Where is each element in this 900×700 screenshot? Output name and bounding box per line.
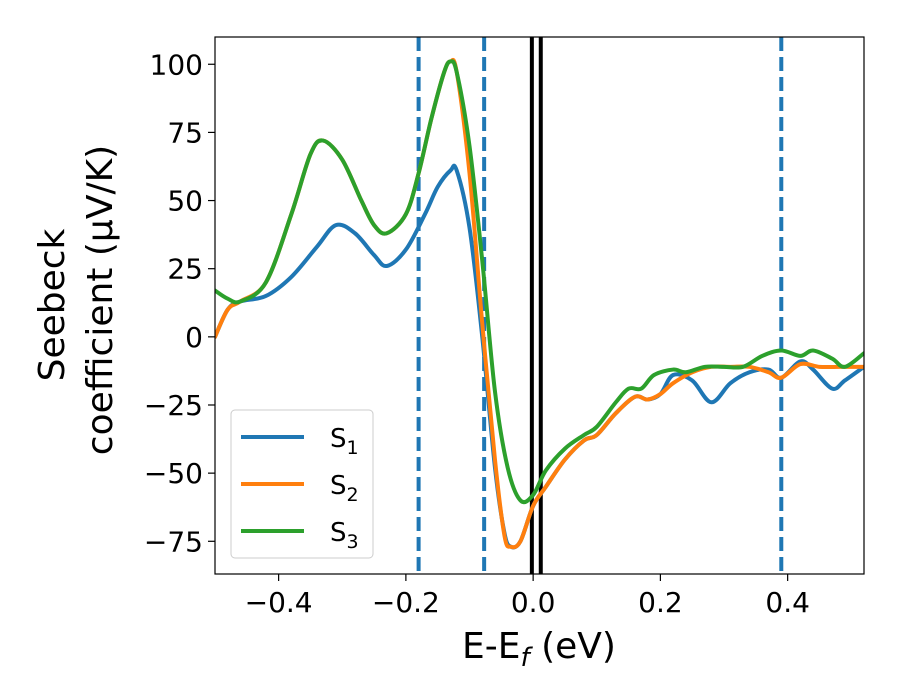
y-tick-label: −75 <box>144 525 203 558</box>
y-tick-label: 25 <box>167 253 203 286</box>
x-tick-label: 0.2 <box>638 586 683 619</box>
series-lines <box>215 57 864 550</box>
vertical-lines <box>416 37 784 574</box>
y-axis-label-line2: coefficient (μV/K) <box>80 145 121 455</box>
x-tick-label: −0.4 <box>245 586 313 619</box>
legend-label: S2 <box>330 471 359 506</box>
x-axis-label: E-Ef (eV) <box>462 626 616 673</box>
y-tick-label: 50 <box>167 185 203 218</box>
y-axis-label-line1: Seebeck <box>32 228 73 381</box>
series-line-s3 <box>215 59 864 505</box>
legend: S1 S2 S3 <box>230 409 374 559</box>
y-tick-label: 100 <box>150 48 203 81</box>
y-tick-label: −50 <box>144 457 203 490</box>
plot-frame <box>214 36 865 575</box>
y-tick-label: 0 <box>185 321 203 354</box>
y-axis: 100 75 50 25 0 −25 −50 −75 <box>144 48 215 558</box>
x-tick-label: 0.0 <box>511 586 556 619</box>
x-tick-label: 0.4 <box>765 586 810 619</box>
legend-label: S3 <box>330 518 359 553</box>
x-tick-label: −0.2 <box>372 586 440 619</box>
legend-label: S1 <box>330 424 359 459</box>
y-tick-label: 75 <box>167 116 203 149</box>
y-tick-label: −25 <box>144 389 203 422</box>
x-axis: −0.4 −0.2 0.0 0.2 0.4 <box>245 574 810 619</box>
